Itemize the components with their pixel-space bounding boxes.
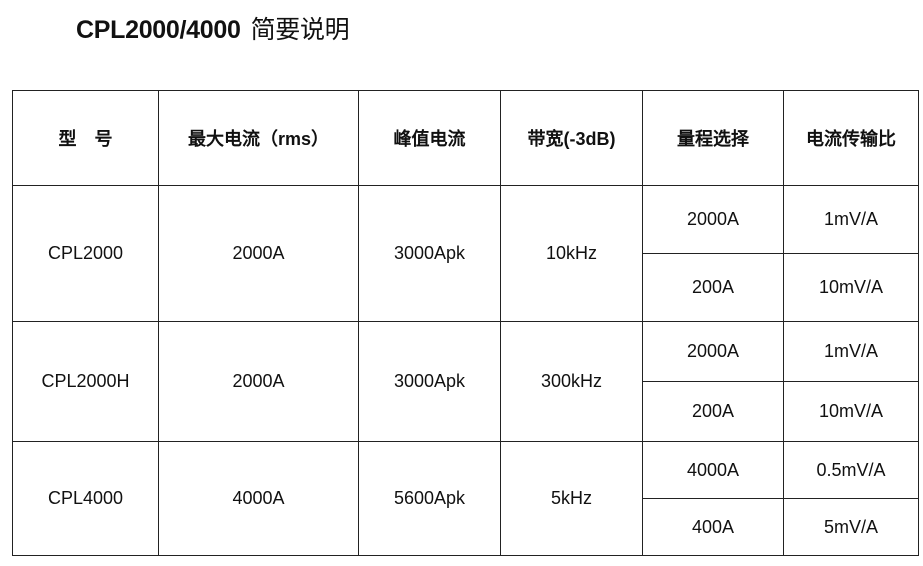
title-text: 简要说明 [250, 15, 350, 44]
table-row: CPL4000 4000A 5600Apk 5kHz 4000A 0.5mV/A [12, 441, 919, 556]
table-subrow: 200A 10mV/A [13, 381, 919, 442]
cell-range: 200A [642, 381, 784, 442]
cell-max-current: 2000A [158, 185, 359, 322]
cell-range: 4000A [642, 441, 784, 499]
cell-bandwidth: 300kHz [500, 321, 643, 442]
cell-ratio: 10mV/A [783, 381, 919, 442]
cell-peak-current: 3000Apk [358, 321, 501, 442]
cell-ratio: 1mV/A [783, 321, 919, 382]
cell-bandwidth: 10kHz [500, 185, 643, 322]
table-subrow: 200A 10mV/A [13, 253, 919, 322]
cell-ratio: 10mV/A [783, 253, 919, 322]
table-subrow: 400A 5mV/A [13, 498, 919, 556]
cell-max-current: 4000A [158, 441, 359, 556]
spec-table: 型 号 最大电流（rms） 峰值电流 带宽(-3dB) 量程选择 电流传输比 C… [12, 90, 919, 556]
cell-max-current: 2000A [158, 321, 359, 442]
title-model: CPL2000/4000 [76, 16, 241, 44]
header-bandwidth: 带宽(-3dB) [500, 90, 643, 186]
table-row: CPL2000 2000A 3000Apk 10kHz 2000A 1mV/A [12, 185, 919, 322]
cell-range: 200A [642, 253, 784, 322]
cell-range: 2000A [642, 321, 784, 382]
page-title: CPL2000/4000 简要说明 [76, 10, 350, 46]
header-range: 量程选择 [642, 90, 784, 186]
cell-ratio: 5mV/A [783, 498, 919, 556]
cell-peak-current: 5600Apk [358, 441, 501, 556]
header-ratio: 电流传输比 [783, 90, 919, 186]
cell-bandwidth: 5kHz [500, 441, 643, 556]
header-max-current: 最大电流（rms） [158, 90, 359, 186]
table-row: CPL2000H 2000A 3000Apk 300kHz 2000A 1mV/… [12, 321, 919, 442]
cell-model: CPL2000H [12, 321, 159, 442]
header-peak-current: 峰值电流 [358, 90, 501, 186]
cell-model: CPL2000 [12, 185, 159, 322]
cell-range: 2000A [642, 185, 784, 254]
cell-model: CPL4000 [12, 441, 159, 556]
header-row: 型 号 最大电流（rms） 峰值电流 带宽(-3dB) 量程选择 电流传输比 [12, 90, 919, 186]
cell-peak-current: 3000Apk [358, 185, 501, 322]
cell-ratio: 0.5mV/A [783, 441, 919, 499]
cell-range: 400A [642, 498, 784, 556]
header-model: 型 号 [12, 90, 159, 186]
cell-ratio: 1mV/A [783, 185, 919, 254]
